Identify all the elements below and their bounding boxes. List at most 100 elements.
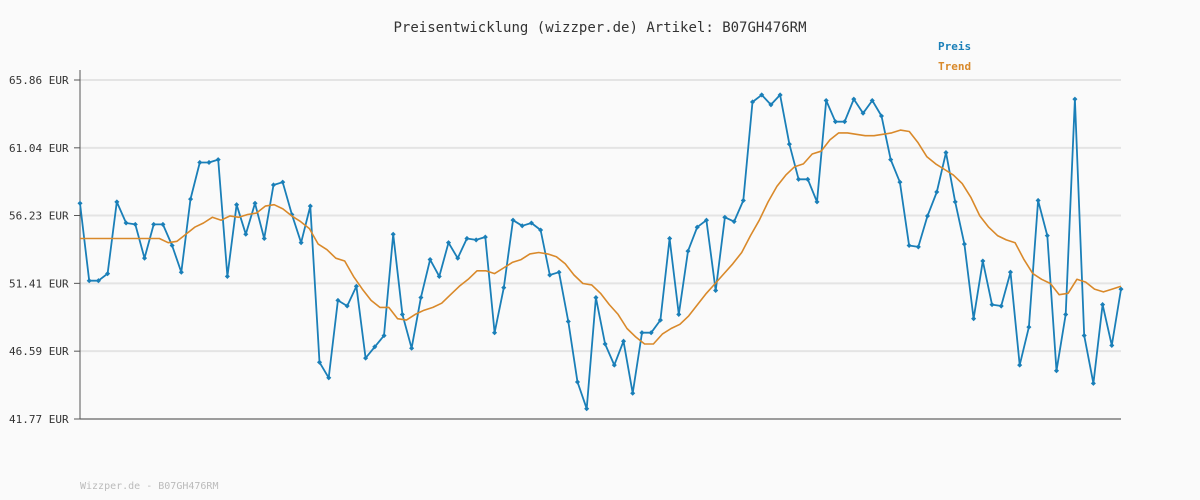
price-point [593, 295, 599, 301]
price-point [1007, 269, 1013, 275]
price-point [95, 278, 101, 284]
price-point [971, 316, 977, 322]
price-point [307, 203, 313, 209]
price-point [952, 199, 958, 205]
legend-trend: Trend [938, 60, 972, 73]
price-point [961, 241, 967, 247]
price-point [630, 390, 636, 396]
price-point [141, 255, 148, 261]
price-point [842, 119, 848, 125]
price-point [934, 189, 940, 195]
price-point [897, 179, 903, 185]
price-point [215, 157, 221, 163]
price-point [418, 294, 424, 301]
price-point [353, 283, 359, 289]
price-point [261, 235, 267, 242]
price-point [280, 179, 286, 185]
y-tick-label: 61.04 EUR [9, 142, 69, 155]
price-point [178, 269, 184, 275]
price-point [482, 234, 488, 240]
price-point [722, 214, 728, 220]
price-point [814, 199, 820, 205]
price-point [197, 159, 203, 165]
price-point [132, 221, 138, 227]
price-point [335, 297, 341, 303]
price-point [1072, 96, 1078, 102]
price-point [1100, 302, 1106, 308]
footer-watermark: Wizzper.de - B07GH476RM [80, 481, 219, 492]
price-point [427, 257, 433, 263]
price-point [501, 285, 507, 291]
price-point [786, 141, 792, 147]
price-point [768, 102, 774, 108]
price-point [1081, 332, 1087, 339]
price-point [409, 345, 415, 351]
price-point [1118, 286, 1124, 292]
price-point [390, 231, 396, 237]
y-tick-label: 46.59 EUR [9, 345, 69, 358]
y-tick-label: 56.23 EUR [9, 210, 69, 223]
price-point [114, 199, 120, 205]
price-point [224, 273, 230, 279]
price-point [169, 242, 175, 249]
price-point [1044, 233, 1050, 239]
price-point [924, 213, 931, 219]
price-point [252, 200, 258, 206]
price-point [436, 273, 442, 279]
price-point [455, 255, 461, 261]
price-point [620, 338, 627, 344]
price-point [1063, 311, 1069, 317]
legend-preis: Preis [938, 40, 972, 53]
price-point [326, 375, 332, 381]
price-point [344, 303, 350, 309]
price-point [805, 176, 811, 182]
y-tick-label: 65.86 EUR [9, 74, 69, 87]
price-point [1109, 342, 1115, 348]
price-point [869, 97, 875, 104]
price-point [694, 224, 700, 230]
price-point [888, 157, 894, 163]
price-point [795, 176, 802, 182]
price-point [740, 197, 746, 204]
price-point [667, 235, 673, 242]
price-point [363, 355, 369, 361]
price-point [584, 406, 590, 412]
price-point [206, 159, 212, 166]
price-point [565, 318, 571, 325]
price-point [151, 221, 157, 227]
trend-line [80, 129, 1122, 345]
price-point [1017, 362, 1023, 368]
chart-title: Preisentwicklung (wizzper.de) Artikel: B… [393, 20, 807, 36]
price-point [399, 311, 405, 318]
price-point [639, 330, 645, 336]
price-point [989, 302, 995, 308]
price-point [160, 221, 166, 227]
price-point [1035, 197, 1041, 204]
price-point [1090, 380, 1096, 386]
price-point [188, 196, 194, 202]
price-point [980, 258, 986, 264]
price-point [1053, 368, 1060, 374]
price-point [915, 244, 921, 250]
price-point [685, 248, 691, 254]
price-point [528, 220, 534, 226]
price-point [906, 242, 912, 249]
price-point [602, 341, 608, 347]
price-point [998, 303, 1004, 309]
price-point [381, 333, 387, 339]
price-point [298, 240, 304, 246]
y-tick-label: 51.41 EUR [9, 277, 69, 290]
price-point [270, 182, 277, 188]
y-tick-label: 41.77 EUR [9, 413, 69, 426]
price-point [547, 272, 553, 278]
price-point [556, 269, 562, 275]
price-point [243, 231, 249, 237]
price-point [316, 359, 323, 365]
price-point [491, 330, 498, 336]
price-point [1026, 324, 1032, 330]
price-point [372, 344, 378, 350]
price-point [676, 311, 682, 317]
price-point [473, 237, 479, 243]
price-point [943, 150, 949, 156]
